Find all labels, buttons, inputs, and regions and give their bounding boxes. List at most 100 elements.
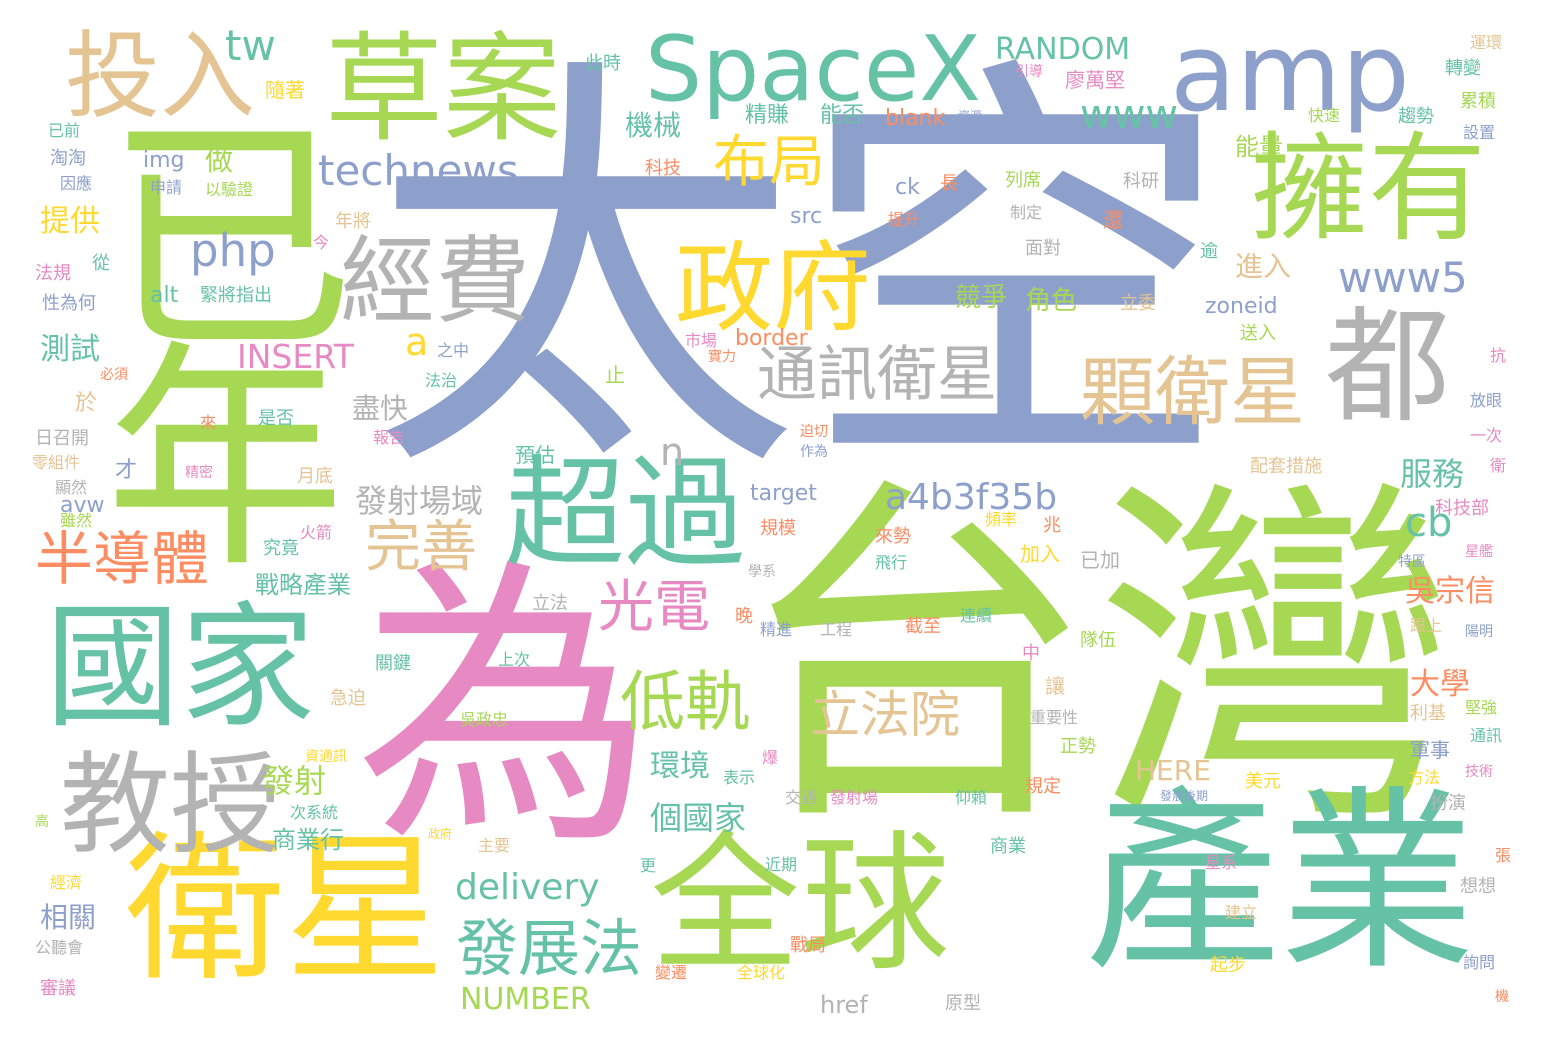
word-cloud-word: 星艦 bbox=[1465, 544, 1493, 560]
word-cloud-word: 兆 bbox=[1043, 515, 1061, 536]
word-cloud-word: 發展法 bbox=[456, 912, 643, 985]
word-cloud-word: 投入 bbox=[65, 22, 256, 132]
word-cloud-word: 完善 bbox=[365, 515, 477, 580]
word-cloud-word: avw bbox=[60, 493, 105, 518]
word-cloud-word: 正勢 bbox=[1060, 736, 1096, 757]
word-cloud-word: 張 bbox=[1495, 846, 1512, 865]
word-cloud-word: 機械 bbox=[625, 109, 682, 142]
word-cloud-word: 預估 bbox=[515, 443, 555, 467]
word-cloud-word: 吳政忠 bbox=[460, 710, 509, 729]
word-cloud-word: 仰賴 bbox=[955, 788, 988, 807]
word-cloud-word: 相關 bbox=[40, 901, 97, 934]
word-cloud-word: 火箭 bbox=[300, 523, 333, 542]
word-cloud-word: 公聽會 bbox=[35, 938, 84, 957]
word-cloud-word: 資通訊 bbox=[305, 749, 347, 765]
word-cloud-word: 於 bbox=[75, 391, 98, 416]
word-cloud-word: 為 bbox=[355, 535, 655, 884]
word-cloud-word: 顆衛星 bbox=[1080, 348, 1306, 436]
word-cloud-word: zoneid bbox=[1205, 294, 1278, 319]
word-cloud-word: 次系統 bbox=[290, 803, 339, 822]
word-cloud-word: 戰略產業 bbox=[255, 571, 351, 599]
word-cloud-word: alt bbox=[150, 283, 179, 308]
word-cloud-word: src bbox=[790, 204, 823, 229]
word-cloud-word: 提供 bbox=[40, 204, 100, 239]
word-cloud-word: a bbox=[405, 320, 429, 364]
word-cloud-word: 建立 bbox=[1225, 903, 1258, 922]
word-cloud-word: 轉變 bbox=[1445, 58, 1481, 79]
word-cloud-word: 利基 bbox=[1410, 703, 1446, 724]
word-cloud-word: 吳宗信 bbox=[1405, 574, 1495, 609]
word-cloud-word: 中 bbox=[1022, 643, 1040, 664]
word-cloud-word: 立法院 bbox=[810, 686, 960, 744]
word-cloud-word: 隊伍 bbox=[1080, 630, 1116, 651]
word-cloud-word: 加入 bbox=[1020, 542, 1060, 566]
word-cloud-word: 通訊 bbox=[1470, 726, 1503, 745]
word-cloud-word: 列席 bbox=[1005, 170, 1041, 191]
word-cloud-word: 交通 bbox=[785, 788, 818, 807]
word-cloud-word: 雖然 bbox=[60, 511, 93, 530]
word-cloud-word: 台灣 bbox=[735, 450, 1455, 869]
word-cloud-word: n bbox=[660, 430, 685, 474]
word-cloud-word: 申請 bbox=[150, 178, 183, 197]
word-cloud-word: 服務 bbox=[1400, 455, 1465, 493]
word-cloud-word: 資源 bbox=[958, 109, 983, 123]
word-cloud-word: 科技部 bbox=[1435, 498, 1489, 519]
word-cloud-word: 趨勢 bbox=[1398, 106, 1434, 127]
word-cloud-word: 特區 bbox=[1398, 554, 1426, 570]
word-cloud-word: 變遷 bbox=[655, 963, 688, 982]
word-cloud-word: 學系 bbox=[748, 564, 776, 580]
word-cloud-word: 進入 bbox=[1235, 250, 1292, 283]
word-cloud-word: 精密 bbox=[185, 465, 213, 481]
word-cloud-word: 報告 bbox=[373, 428, 406, 447]
word-cloud-word: 太空 bbox=[370, 25, 1230, 525]
word-cloud-word: 商業行 bbox=[272, 826, 344, 854]
word-cloud-word: 設置 bbox=[1463, 123, 1496, 142]
word-cloud-word: 戰局 bbox=[790, 935, 826, 956]
word-cloud-word: 能量 bbox=[1235, 133, 1283, 161]
word-cloud-word: 急迫 bbox=[330, 688, 366, 709]
word-cloud-word: 國家 bbox=[45, 589, 315, 746]
word-cloud-word: NUMBER bbox=[460, 982, 591, 1017]
word-cloud-word: 今 bbox=[313, 233, 330, 252]
word-cloud-word: 面對 bbox=[1025, 238, 1061, 259]
word-cloud-word: INSERT bbox=[237, 337, 354, 376]
word-cloud-word: 詢問 bbox=[1463, 953, 1496, 972]
word-cloud-word: 陽明 bbox=[1465, 624, 1493, 640]
word-cloud-word: 全球 bbox=[650, 818, 951, 992]
word-cloud-word: 提升 bbox=[888, 210, 921, 229]
word-cloud-word: 法規 bbox=[35, 263, 71, 284]
word-cloud-word: 做 bbox=[205, 144, 234, 177]
word-cloud-word: 近期 bbox=[765, 855, 798, 874]
word-cloud-word: 引導 bbox=[1015, 64, 1043, 80]
word-cloud-word: 想想 bbox=[1460, 876, 1496, 897]
word-cloud-word: 實力 bbox=[708, 349, 736, 365]
word-cloud-word: 因應 bbox=[60, 174, 93, 193]
word-cloud-word: 究竟 bbox=[263, 538, 299, 559]
word-cloud-word: 發展後期 bbox=[1160, 789, 1209, 803]
word-cloud-word: 低軌 bbox=[620, 665, 751, 740]
word-cloud-word: 表示 bbox=[723, 768, 756, 787]
word-cloud-word: 美元 bbox=[1245, 771, 1281, 792]
word-cloud-word: 測試 bbox=[40, 332, 100, 367]
word-cloud-word: 衛星 bbox=[125, 816, 446, 1003]
word-cloud-word: 頻率 bbox=[985, 510, 1018, 529]
word-cloud-word: 機 bbox=[1495, 989, 1509, 1005]
word-cloud-word: 制定 bbox=[1010, 203, 1043, 222]
word-cloud-word: 立委 bbox=[1120, 293, 1156, 314]
word-cloud-word: 方法 bbox=[1408, 768, 1441, 787]
word-cloud-word: 政府 bbox=[675, 232, 872, 346]
word-cloud-word: tw bbox=[225, 21, 276, 70]
word-cloud-word: 日召開 bbox=[35, 428, 89, 449]
word-cloud-word: 以驗證 bbox=[205, 180, 254, 199]
word-cloud-word: border bbox=[735, 326, 808, 351]
word-cloud-word: 還 bbox=[1103, 208, 1123, 232]
word-cloud-word: 送入 bbox=[1240, 323, 1276, 344]
word-cloud-word: 發射 bbox=[262, 762, 327, 800]
word-cloud-word: 已前 bbox=[48, 121, 81, 140]
word-cloud-word: 競爭 bbox=[955, 283, 1008, 313]
word-cloud-word: 草案 bbox=[325, 20, 562, 158]
word-cloud-word: 累積 bbox=[1460, 91, 1496, 112]
word-cloud-word: delivery bbox=[455, 867, 600, 908]
word-cloud-word: 通訊衛星 bbox=[757, 340, 997, 410]
